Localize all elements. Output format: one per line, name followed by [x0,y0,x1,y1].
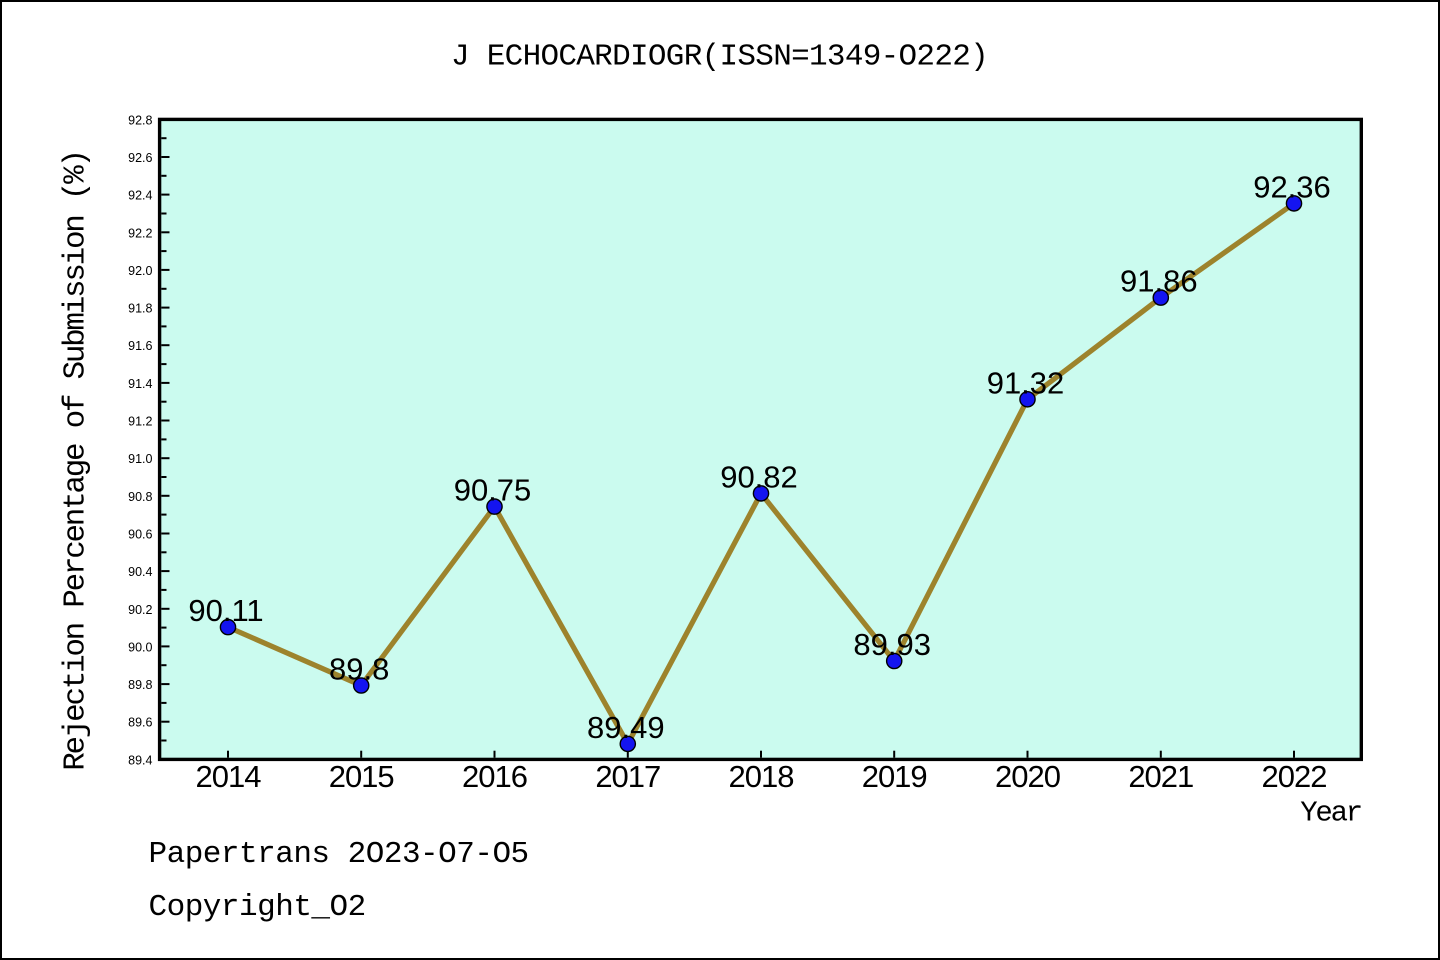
svg-text:J ECHOCARDIOGR(ISSN=1349-O222): J ECHOCARDIOGR(ISSN=1349-O222) [451,39,988,74]
svg-text:92.6: 92.6 [128,151,152,165]
svg-text:92.0: 92.0 [128,264,152,278]
svg-text:90.82: 90.82 [720,459,798,494]
svg-text:89.6: 89.6 [128,716,152,730]
svg-text:2020: 2020 [995,759,1061,794]
svg-text:90.6: 90.6 [128,528,152,542]
svg-text:89.8: 89.8 [329,652,389,687]
svg-text:89.4: 89.4 [128,753,152,767]
svg-text:92.8: 92.8 [128,113,152,127]
svg-text:90.2: 90.2 [128,603,152,617]
svg-text:2014: 2014 [196,759,262,794]
svg-text:91.0: 91.0 [128,452,152,466]
svg-text:2019: 2019 [862,759,927,794]
svg-text:91.2: 91.2 [128,415,152,429]
svg-text:Papertrans 2O23-O7-O5: Papertrans 2O23-O7-O5 [149,837,529,872]
svg-text:91.8: 91.8 [128,302,152,316]
svg-text:89.93: 89.93 [853,627,931,662]
svg-text:89.8: 89.8 [128,678,152,692]
svg-text:92.4: 92.4 [128,189,152,203]
svg-text:Rejection Percentage of Submis: Rejection Percentage of Submission (%) [59,151,94,771]
svg-text:90.0: 90.0 [128,640,152,654]
svg-text:90.4: 90.4 [128,565,152,579]
svg-text:2022: 2022 [1262,759,1327,794]
svg-text:89.49: 89.49 [587,710,665,745]
svg-text:2016: 2016 [462,759,527,794]
svg-text:Year: Year [1300,797,1361,830]
svg-text:91.4: 91.4 [128,377,152,391]
svg-text:92.2: 92.2 [128,226,152,240]
svg-text:2021: 2021 [1128,759,1193,794]
svg-text:2018: 2018 [729,759,794,794]
svg-text:91.86: 91.86 [1120,264,1198,299]
svg-text:91.6: 91.6 [128,339,152,353]
svg-text:90.11: 90.11 [188,593,263,628]
svg-text:91.32: 91.32 [987,365,1065,400]
svg-text:90.8: 90.8 [128,490,152,504]
svg-text:90.75: 90.75 [454,473,532,508]
svg-text:2015: 2015 [329,759,394,794]
svg-text:92.36: 92.36 [1253,169,1331,204]
svg-text:Copyright_O2: Copyright_O2 [149,890,366,925]
svg-text:2017: 2017 [595,759,660,794]
